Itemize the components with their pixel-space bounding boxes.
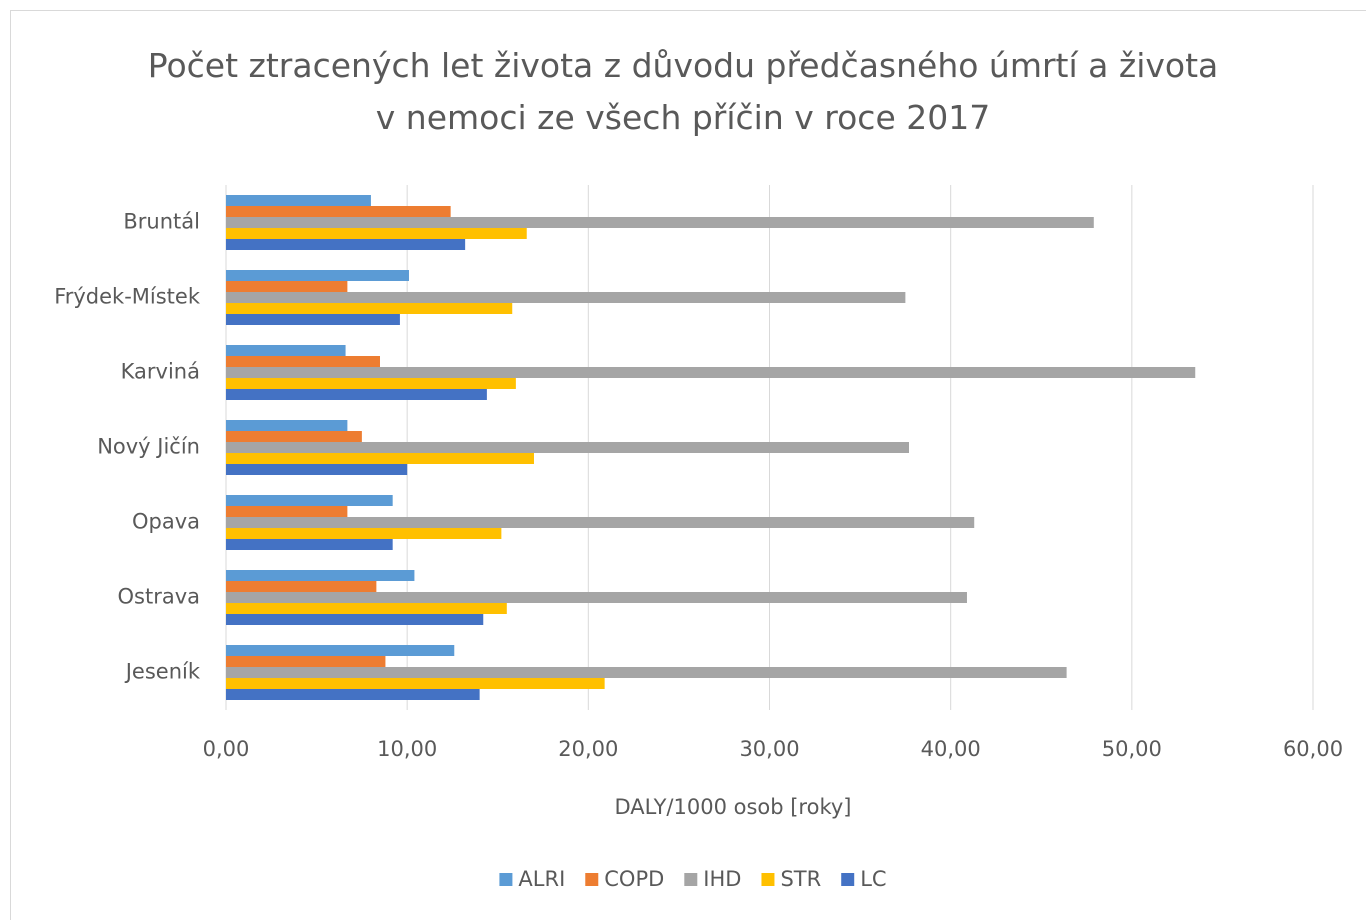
bar [226, 517, 975, 528]
bar [226, 689, 480, 700]
legend-swatch [499, 873, 513, 886]
y-tick-label: Jeseník [124, 660, 201, 684]
legend-swatch [841, 873, 855, 886]
bar [226, 195, 371, 206]
legend-label: COPD [604, 867, 664, 891]
y-tick-label: Bruntál [123, 210, 200, 234]
bar [226, 603, 507, 614]
bar [226, 431, 362, 442]
legend-label: STR [780, 867, 821, 891]
chart-frame [10, 10, 1366, 920]
bar [226, 656, 386, 667]
bar [226, 356, 380, 367]
bar [226, 614, 484, 625]
bar [226, 314, 400, 325]
bar [226, 528, 502, 539]
x-tick-label: 40,00 [921, 737, 981, 761]
bar [226, 453, 534, 464]
bar [226, 420, 348, 431]
legend-swatch [684, 873, 698, 886]
bar [226, 378, 516, 389]
x-tick-label: 60,00 [1283, 737, 1343, 761]
bar [226, 270, 409, 281]
bar [226, 678, 605, 689]
x-tick-label: 20,00 [558, 737, 618, 761]
legend-label: ALRI [518, 867, 565, 891]
y-tick-label: Opava [132, 510, 200, 534]
chart-title: Počet ztracených let života z důvodu pře… [147, 46, 1219, 137]
bar [226, 389, 487, 400]
bar [226, 464, 408, 475]
y-tick-label: Karviná [121, 360, 200, 384]
bar [226, 217, 1094, 228]
x-tick-label: 0,00 [203, 737, 250, 761]
bar [226, 345, 346, 356]
bar [226, 228, 527, 239]
legend-label: IHD [703, 867, 741, 891]
bar [226, 239, 466, 250]
bar [226, 442, 909, 453]
legend-label: LC [860, 867, 886, 891]
bar [226, 667, 1067, 678]
bar [226, 581, 377, 592]
bar [226, 206, 451, 217]
y-tick-label: Frýdek-Místek [54, 285, 201, 309]
x-tick-label: 30,00 [739, 737, 799, 761]
bar [226, 592, 967, 603]
bar [226, 281, 348, 292]
x-axis-label: DALY/1000 osob [roky] [615, 795, 852, 819]
bar [226, 367, 1196, 378]
bar [226, 539, 393, 550]
legend-swatch [585, 873, 599, 886]
bar [226, 506, 348, 517]
bar [226, 495, 393, 506]
bar [226, 303, 513, 314]
bar [226, 292, 906, 303]
y-tick-label: Nový Jičín [97, 435, 200, 459]
bar [226, 645, 455, 656]
x-tick-label: 10,00 [377, 737, 437, 761]
legend-swatch [761, 873, 775, 886]
y-tick-label: Ostrava [117, 585, 200, 609]
bar [226, 570, 415, 581]
x-tick-label: 50,00 [1102, 737, 1162, 761]
